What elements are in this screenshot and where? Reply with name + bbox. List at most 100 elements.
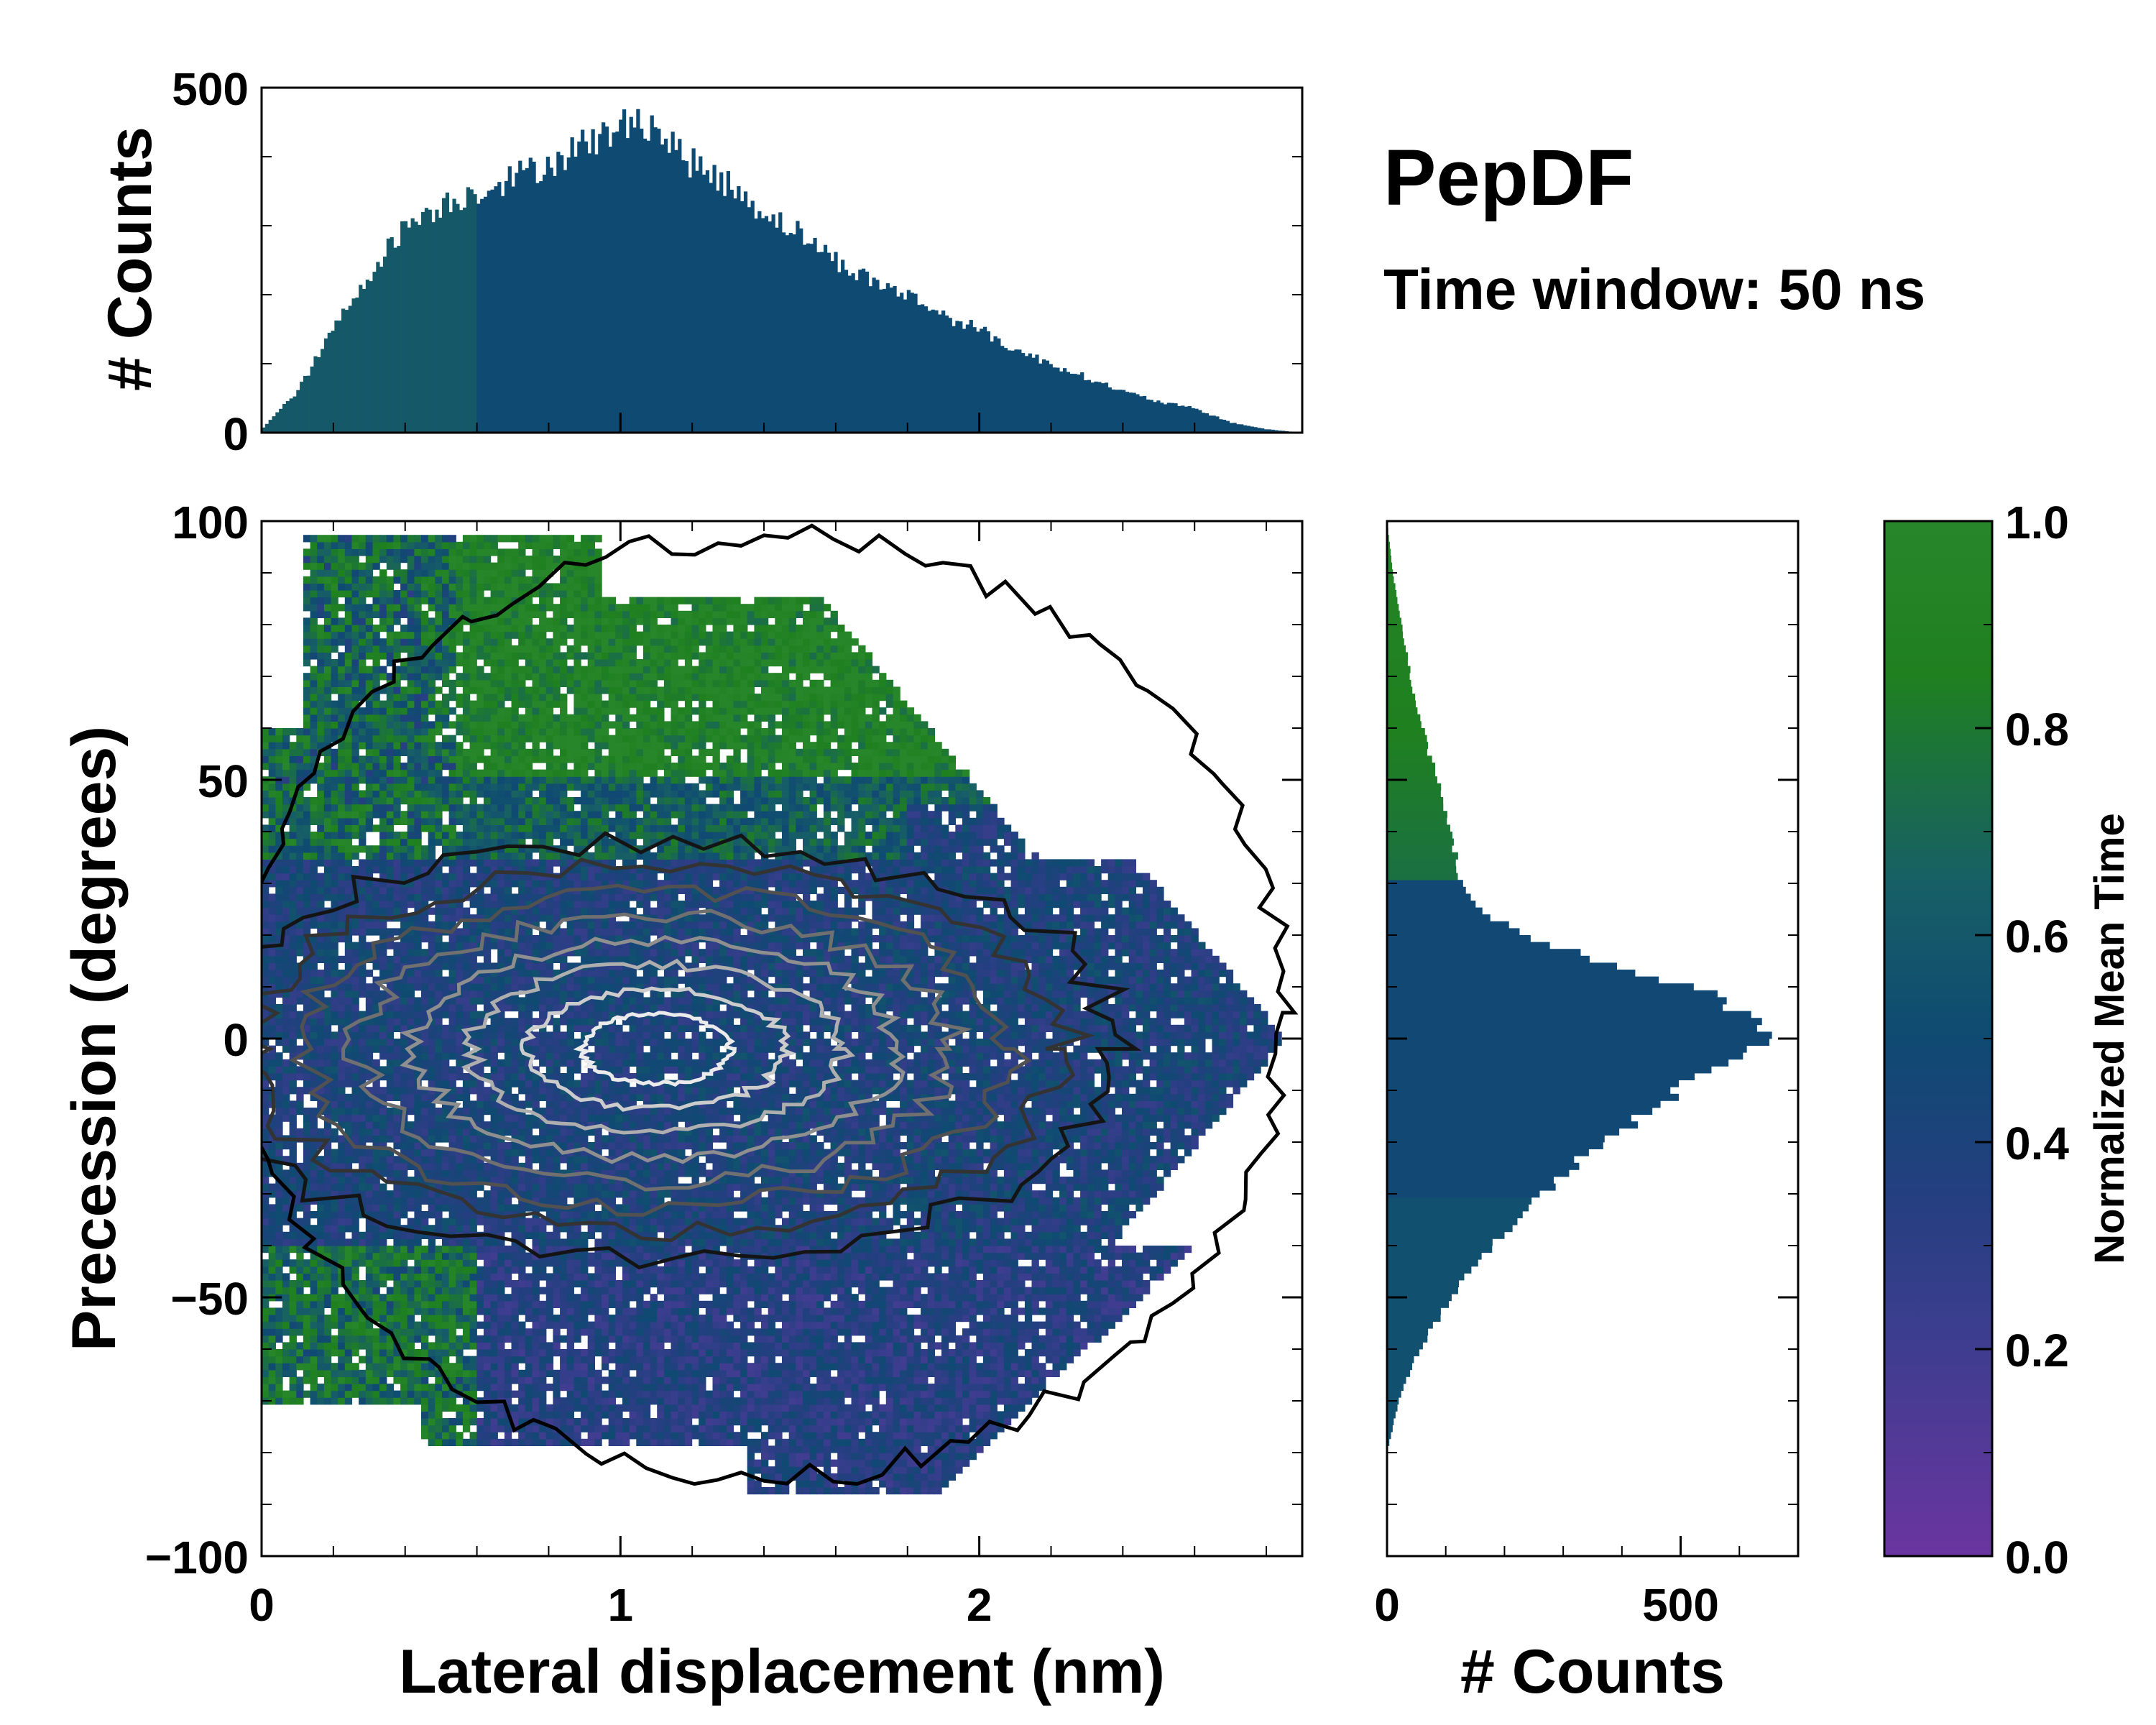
heatmap-cell xyxy=(289,1307,297,1315)
heatmap-cell xyxy=(317,1280,325,1288)
heatmap-cell xyxy=(317,935,325,943)
heatmap-cell xyxy=(331,763,338,770)
heatmap-cell xyxy=(303,562,311,570)
top-histogram-bar xyxy=(802,244,807,433)
heatmap-cell xyxy=(483,859,492,867)
heatmap-cell xyxy=(421,990,429,998)
heatmap-cell xyxy=(344,990,353,998)
top-histogram-bar xyxy=(361,288,367,433)
top-histogram-bar xyxy=(1184,406,1189,433)
heatmap-cell xyxy=(310,1342,318,1350)
heatmap-cell xyxy=(407,604,415,612)
heatmap-cell xyxy=(323,1376,332,1384)
heatmap-cell xyxy=(323,970,332,978)
heatmap-cell xyxy=(442,755,450,763)
heatmap-cell xyxy=(456,1315,464,1322)
heatmap-cell xyxy=(428,859,436,867)
heatmap-cell xyxy=(344,1045,353,1053)
heatmap-cell xyxy=(532,1425,540,1432)
heatmap-cell xyxy=(435,970,443,978)
heatmap-cell xyxy=(317,556,325,564)
heatmap-cell xyxy=(407,817,415,825)
heatmap-cell xyxy=(525,942,533,949)
heatmap-cell xyxy=(497,1024,505,1032)
heatmap-cell xyxy=(414,852,422,860)
heatmap-cell xyxy=(483,838,492,846)
heatmap-cell xyxy=(400,866,408,874)
heatmap-cell xyxy=(296,1266,304,1274)
heatmap-cell xyxy=(504,1300,512,1308)
heatmap-cell xyxy=(442,645,450,653)
heatmap-cell xyxy=(414,886,422,894)
heatmap-cell xyxy=(323,893,332,901)
heatmap-cell xyxy=(268,935,276,943)
heatmap-cell xyxy=(448,845,456,853)
heatmap-cell xyxy=(338,748,346,756)
heatmap-cell xyxy=(462,576,471,584)
heatmap-cell xyxy=(532,1018,540,1026)
heatmap-cell xyxy=(448,893,456,901)
heatmap-cell xyxy=(317,1011,325,1018)
heatmap-cell xyxy=(338,838,346,846)
top-histogram-bar xyxy=(834,252,838,433)
heatmap-cell xyxy=(414,1121,422,1129)
heatmap-cell xyxy=(359,1369,367,1377)
heatmap-cell xyxy=(532,590,540,598)
heatmap-cell xyxy=(351,983,359,991)
heatmap-cell xyxy=(456,838,464,846)
heatmap-cell xyxy=(490,1080,498,1087)
heatmap-cell xyxy=(414,548,422,556)
heatmap-cell xyxy=(518,610,526,618)
heatmap-cell xyxy=(525,852,533,860)
heatmap-cell xyxy=(421,556,429,564)
heatmap-cell xyxy=(275,1307,283,1315)
heatmap-cell xyxy=(323,721,332,729)
heatmap-cell xyxy=(323,748,332,756)
heatmap-cell xyxy=(490,1156,498,1164)
top-histogram-frame xyxy=(260,86,1304,434)
heatmap-cell xyxy=(532,1004,540,1012)
heatmap-cell xyxy=(456,1197,464,1205)
heatmap-cell xyxy=(317,735,325,742)
heatmap-cell xyxy=(268,1342,276,1350)
heatmap-cell xyxy=(442,1156,450,1164)
heatmap-cell xyxy=(289,1121,297,1129)
heatmap-cell xyxy=(462,1328,471,1336)
heatmap-cell xyxy=(262,735,270,742)
heatmap-cell xyxy=(414,1059,422,1067)
heatmap-cell xyxy=(344,1156,353,1164)
heatmap-cell xyxy=(310,535,318,543)
heatmap-cell xyxy=(310,983,318,991)
heatmap-cell xyxy=(525,1411,533,1419)
heatmap-cell xyxy=(469,824,477,832)
heatmap-cell xyxy=(442,921,450,929)
heatmap-cell xyxy=(490,755,498,763)
heatmap-cell xyxy=(504,569,512,577)
heatmap-cell xyxy=(310,1024,318,1032)
heatmap-cell xyxy=(435,797,443,805)
heatmap-cell xyxy=(296,755,304,763)
heatmap-cell xyxy=(282,1156,290,1164)
heatmap-cell xyxy=(490,1177,498,1184)
top-histogram-bar xyxy=(344,310,349,433)
heatmap-cell xyxy=(525,1183,533,1191)
heatmap-cell xyxy=(289,942,297,949)
top-histogram-bar xyxy=(1125,392,1130,433)
heatmap-cell xyxy=(289,1397,297,1405)
heatmap-cell xyxy=(490,1438,498,1446)
heatmap-cell xyxy=(303,679,311,687)
heatmap-cell xyxy=(351,1307,359,1315)
heatmap-cell xyxy=(282,1259,290,1267)
heatmap-cell xyxy=(386,1204,395,1212)
heatmap-cell xyxy=(275,1114,283,1122)
heatmap-cell xyxy=(393,1287,401,1294)
heatmap-cell xyxy=(262,949,270,957)
heatmap-cell xyxy=(393,886,401,894)
heatmap-cell xyxy=(525,686,533,694)
heatmap-cell xyxy=(462,1218,471,1225)
heatmap-cell xyxy=(310,845,318,853)
heatmap-cell xyxy=(442,1342,450,1350)
heatmap-cell xyxy=(532,838,540,846)
heatmap-cell xyxy=(338,817,346,825)
heatmap-cell xyxy=(393,997,401,1005)
